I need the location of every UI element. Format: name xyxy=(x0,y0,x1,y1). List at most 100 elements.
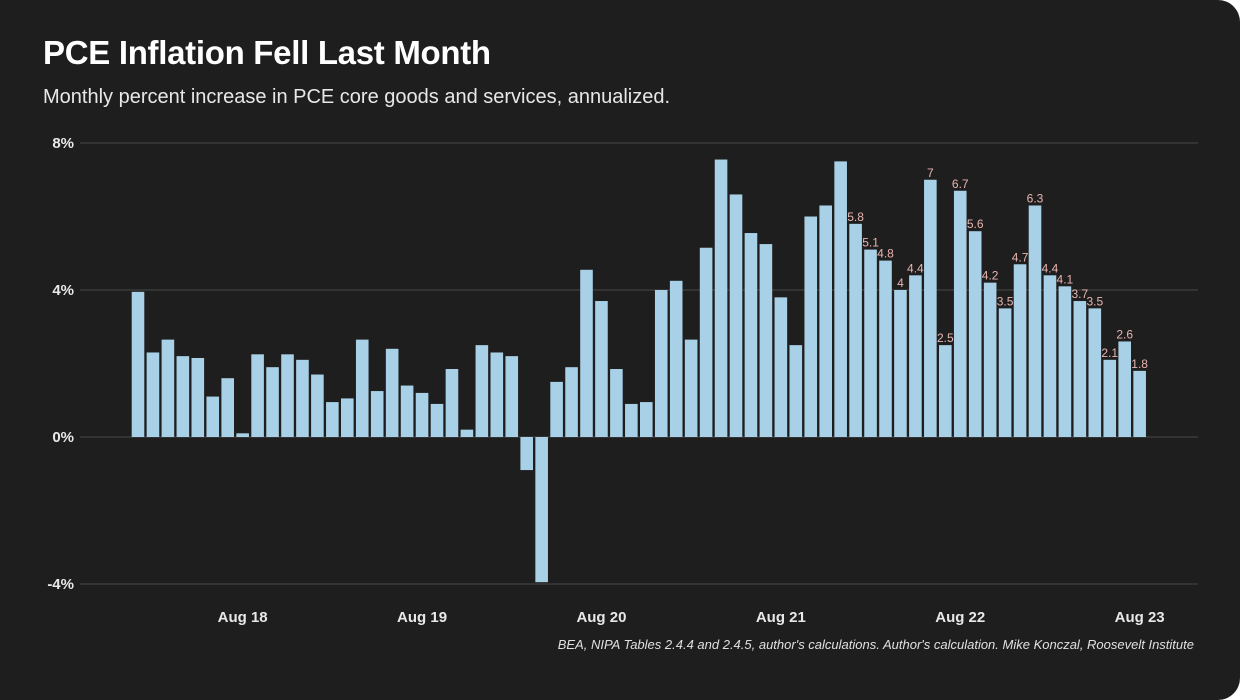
bar xyxy=(296,359,309,437)
bar xyxy=(610,369,623,437)
bar xyxy=(221,378,234,437)
bar xyxy=(744,233,758,437)
bar xyxy=(879,260,892,437)
bar xyxy=(654,290,668,437)
chart-subtitle: Monthly percent increase in PCE core goo… xyxy=(43,86,671,108)
bar xyxy=(684,339,698,437)
bar xyxy=(415,392,429,437)
x-tick-label: Aug 20 xyxy=(576,609,626,626)
bar xyxy=(355,339,369,437)
data-label: 6.7 xyxy=(952,177,969,191)
x-tick-label: Aug 19 xyxy=(397,609,447,626)
bar xyxy=(1073,301,1087,437)
y-tick-label: 0% xyxy=(52,429,74,446)
data-label: 5.6 xyxy=(967,217,984,231)
bar xyxy=(370,391,384,437)
bar xyxy=(460,429,474,437)
bar xyxy=(281,354,294,437)
y-tick-label: 4% xyxy=(52,282,74,299)
bar xyxy=(1133,370,1146,437)
bar xyxy=(819,205,832,437)
data-label: 1.8 xyxy=(1131,357,1148,371)
data-label: 5.8 xyxy=(847,210,864,224)
bar xyxy=(550,381,563,437)
data-label: 3.7 xyxy=(1072,287,1089,301)
bar xyxy=(1058,286,1072,437)
data-label: 2.1 xyxy=(1101,346,1118,360)
bar xyxy=(430,403,444,437)
source-note: BEA, NIPA Tables 2.4.4 and 2.4.5, author… xyxy=(557,637,1194,652)
bar xyxy=(939,345,952,437)
data-label: 3.5 xyxy=(1086,294,1103,308)
bar xyxy=(834,161,847,437)
data-label: 4.2 xyxy=(982,269,999,283)
bar xyxy=(505,356,519,437)
bar xyxy=(714,159,728,437)
y-tick-label: 8% xyxy=(52,135,74,152)
bar xyxy=(774,297,788,437)
bar xyxy=(341,398,354,437)
bar xyxy=(998,308,1012,437)
bar xyxy=(445,369,459,437)
data-label: 4.4 xyxy=(1042,261,1059,275)
bar xyxy=(1043,275,1057,437)
chart-title: PCE Inflation Fell Last Month xyxy=(43,34,491,71)
data-label: 3.5 xyxy=(997,294,1014,308)
bar xyxy=(953,190,967,437)
bar xyxy=(1028,205,1042,437)
bar xyxy=(311,374,324,437)
x-tick-label: Aug 21 xyxy=(756,609,806,626)
bar xyxy=(595,301,608,437)
bar xyxy=(729,194,743,437)
bar xyxy=(161,339,175,437)
bar xyxy=(520,437,533,471)
data-label: 4 xyxy=(897,276,904,290)
data-label: 6.3 xyxy=(1027,191,1044,205)
bar xyxy=(759,244,773,437)
bar xyxy=(475,345,489,437)
bar xyxy=(983,282,997,437)
bar xyxy=(640,402,653,437)
bar xyxy=(1088,308,1102,437)
bar xyxy=(1013,264,1027,437)
bar xyxy=(849,223,862,437)
bar xyxy=(580,269,593,437)
bar xyxy=(535,437,548,583)
bar xyxy=(146,352,160,437)
bar xyxy=(400,385,414,437)
bar xyxy=(804,216,818,437)
bar xyxy=(1103,359,1117,437)
bar xyxy=(864,249,877,437)
data-label: 2.6 xyxy=(1116,327,1133,341)
data-label: 4.8 xyxy=(877,247,894,261)
bar xyxy=(191,357,205,437)
data-label: 2.5 xyxy=(937,331,954,345)
x-tick-label: Aug 22 xyxy=(935,609,985,626)
data-label: 5.1 xyxy=(862,236,879,250)
bar xyxy=(789,345,803,437)
bar xyxy=(625,403,638,437)
data-label: 7 xyxy=(927,166,934,180)
bar xyxy=(176,356,190,437)
bar xyxy=(385,348,399,437)
bar xyxy=(669,280,683,437)
bar xyxy=(968,231,982,437)
bar xyxy=(565,367,578,437)
bar xyxy=(909,275,922,437)
x-tick-label: Aug 23 xyxy=(1115,609,1165,626)
x-tick-label: Aug 18 xyxy=(218,609,268,626)
bar xyxy=(490,352,504,437)
bar xyxy=(924,179,937,437)
bar xyxy=(131,291,145,437)
data-label: 4.7 xyxy=(1012,250,1029,264)
bar xyxy=(894,290,907,437)
bar xyxy=(251,354,264,437)
bar xyxy=(699,247,713,437)
bar xyxy=(326,402,339,437)
bar xyxy=(236,433,249,437)
data-label: 4.4 xyxy=(907,261,924,275)
bar xyxy=(266,367,279,437)
y-tick-label: -4% xyxy=(47,576,74,593)
